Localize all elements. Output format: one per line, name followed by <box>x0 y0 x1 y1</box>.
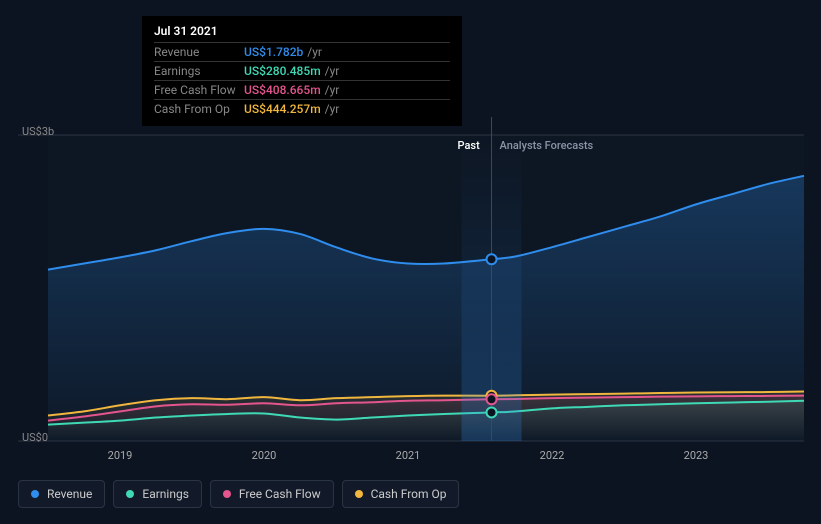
x-tick: 2020 <box>252 449 277 462</box>
legend-item-revenue[interactable]: Revenue <box>18 480 105 508</box>
legend-dot-icon <box>126 490 134 498</box>
tooltip-row: RevenueUS$1.782b/yr <box>154 42 450 61</box>
chart-tooltip: Jul 31 2021 RevenueUS$1.782b/yrEarningsU… <box>142 16 462 126</box>
tooltip-row-value: US$280.485m <box>244 64 321 78</box>
tooltip-row: EarningsUS$280.485m/yr <box>154 61 450 80</box>
legend-item-cash_from_op[interactable]: Cash From Op <box>342 480 460 508</box>
tooltip-row-label: Free Cash Flow <box>154 83 244 97</box>
x-tick: 2022 <box>540 449 565 462</box>
tooltip-row-unit: /yr <box>307 45 322 59</box>
x-tick: 2021 <box>396 449 421 462</box>
tooltip-row-unit: /yr <box>325 64 340 78</box>
tooltip-row: Cash From OpUS$444.257m/yr <box>154 99 450 118</box>
marker-revenue <box>487 254 497 264</box>
marker-earnings <box>487 407 497 417</box>
marker-free_cash_flow <box>487 394 497 404</box>
x-tick: 2023 <box>684 449 709 462</box>
legend-dot-icon <box>31 490 39 498</box>
chart-container: US$3b US$0 2019 2020 2021 2022 2023 Past Ana… <box>0 0 821 524</box>
legend-dot-icon <box>355 490 363 498</box>
tooltip-row-value: US$444.257m <box>244 102 321 116</box>
tooltip-row: Free Cash FlowUS$408.665m/yr <box>154 80 450 99</box>
y-axis-top-label: US$3b <box>22 125 54 138</box>
forecast-label: Analysts Forecasts <box>500 139 594 152</box>
tooltip-date: Jul 31 2021 <box>154 24 450 38</box>
tooltip-row-value: US$1.782b <box>244 45 303 59</box>
chart-legend: Revenue Earnings Free Cash Flow Cash From O… <box>18 480 459 508</box>
tooltip-row-label: Earnings <box>154 64 244 78</box>
y-axis-bottom-label: US$0 <box>22 431 48 444</box>
tooltip-row-label: Revenue <box>154 45 244 59</box>
tooltip-row-unit: /yr <box>325 83 340 97</box>
tooltip-row-label: Cash From Op <box>154 102 244 116</box>
legend-label: Earnings <box>142 487 189 501</box>
tooltip-row-unit: /yr <box>325 102 340 116</box>
past-label: Past <box>458 139 480 152</box>
x-tick: 2019 <box>108 449 133 462</box>
legend-label: Cash From Op <box>371 487 447 501</box>
tooltip-row-value: US$408.665m <box>244 83 321 97</box>
legend-label: Revenue <box>47 487 92 501</box>
legend-item-earnings[interactable]: Earnings <box>113 480 202 508</box>
legend-label: Free Cash Flow <box>239 487 321 501</box>
legend-item-free_cash_flow[interactable]: Free Cash Flow <box>210 480 334 508</box>
legend-dot-icon <box>223 490 231 498</box>
